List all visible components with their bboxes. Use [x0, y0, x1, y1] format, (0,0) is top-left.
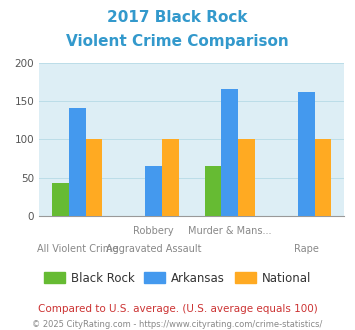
Bar — [222, 89, 238, 216]
Text: Murder & Mans...: Murder & Mans... — [188, 226, 272, 236]
Text: © 2025 CityRating.com - https://www.cityrating.com/crime-statistics/: © 2025 CityRating.com - https://www.city… — [32, 319, 323, 329]
Bar — [238, 139, 255, 216]
Legend: Black Rock, Arkansas, National: Black Rock, Arkansas, National — [39, 267, 316, 289]
Bar — [52, 183, 69, 216]
Bar — [315, 139, 331, 216]
Text: Compared to U.S. average. (U.S. average equals 100): Compared to U.S. average. (U.S. average … — [38, 304, 317, 314]
Bar — [162, 139, 179, 216]
Bar — [69, 108, 86, 216]
Bar — [145, 166, 162, 216]
Text: 2017 Black Rock: 2017 Black Rock — [107, 10, 248, 25]
Bar — [298, 92, 315, 216]
Text: Robbery: Robbery — [133, 226, 174, 236]
Text: Aggravated Assault: Aggravated Assault — [106, 244, 201, 254]
Bar — [86, 139, 102, 216]
Text: All Violent Crime: All Violent Crime — [37, 244, 118, 254]
Bar — [205, 166, 222, 216]
Text: Violent Crime Comparison: Violent Crime Comparison — [66, 35, 289, 50]
Text: Rape: Rape — [294, 244, 319, 254]
